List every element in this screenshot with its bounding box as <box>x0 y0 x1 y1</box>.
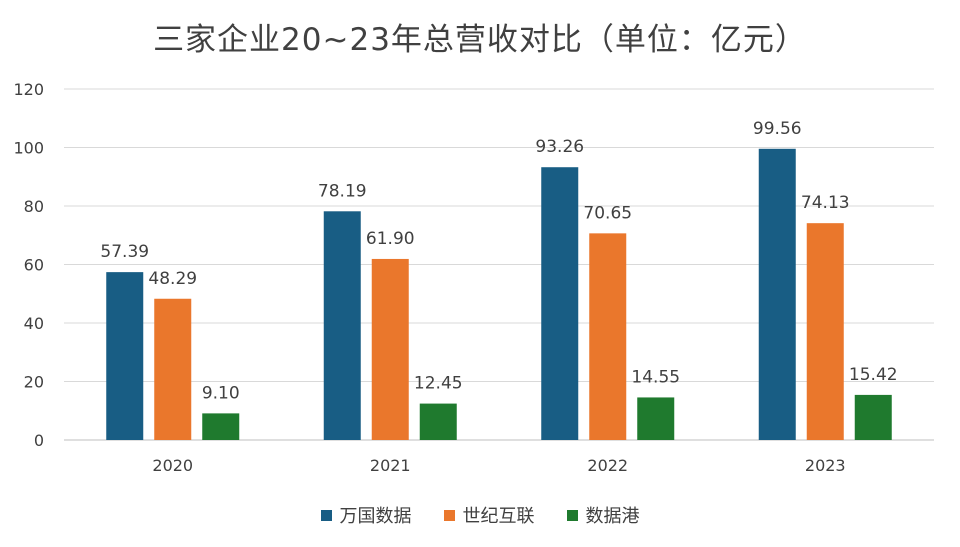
legend-item-shiji[interactable]: 世纪互联 <box>443 502 535 528</box>
legend-label-wanguo: 万国数据 <box>339 506 412 527</box>
y-tick-label: 60 <box>24 256 44 275</box>
data-label: 61.90 <box>366 229 415 249</box>
bar <box>589 233 627 440</box>
legend-item-wanguo[interactable]: 万国数据 <box>320 502 412 528</box>
bar <box>806 223 844 440</box>
bar <box>637 397 675 440</box>
legend-label-shujugang: 数据港 <box>585 506 640 527</box>
bar <box>419 403 457 440</box>
bar <box>371 258 409 440</box>
y-tick-label: 0 <box>34 431 44 450</box>
bar <box>323 211 361 440</box>
y-tick-label: 20 <box>24 373 44 392</box>
data-label: 15.42 <box>849 365 898 385</box>
data-label: 9.10 <box>202 383 240 403</box>
x-tick-label: 2020 <box>152 456 193 475</box>
y-tick-label: 80 <box>24 197 44 216</box>
data-label: 70.65 <box>583 203 632 223</box>
legend-item-shujugang[interactable]: 数据港 <box>566 502 640 528</box>
bar <box>106 272 144 440</box>
legend-swatch-shiji <box>443 509 455 521</box>
x-tick-label: 2023 <box>805 456 846 475</box>
y-tick-label: 120 <box>13 80 44 99</box>
legend: 万国数据 世纪互联 数据港 <box>0 502 960 528</box>
bar <box>854 394 892 440</box>
bar <box>758 148 796 441</box>
bar <box>541 167 579 441</box>
legend-swatch-shujugang <box>566 509 578 521</box>
y-tick-label: 100 <box>13 139 44 158</box>
legend-label-shiji: 世纪互联 <box>462 506 535 527</box>
x-tick-label: 2022 <box>587 456 628 475</box>
bar <box>202 413 240 440</box>
x-tick-label: 2021 <box>370 456 411 475</box>
data-label: 12.45 <box>414 374 463 394</box>
y-tick-label: 40 <box>24 314 44 333</box>
data-label: 93.26 <box>535 137 584 157</box>
bar <box>154 298 192 440</box>
data-label: 99.56 <box>753 119 802 139</box>
data-label: 14.55 <box>631 367 680 387</box>
chart-title: 三家企业20~23年总营收对比（单位：亿元） <box>153 22 807 58</box>
data-label: 57.39 <box>100 242 149 262</box>
data-label: 48.29 <box>148 269 197 289</box>
data-label: 78.19 <box>318 181 367 201</box>
legend-swatch-wanguo <box>320 509 332 521</box>
data-label: 74.13 <box>801 193 850 213</box>
